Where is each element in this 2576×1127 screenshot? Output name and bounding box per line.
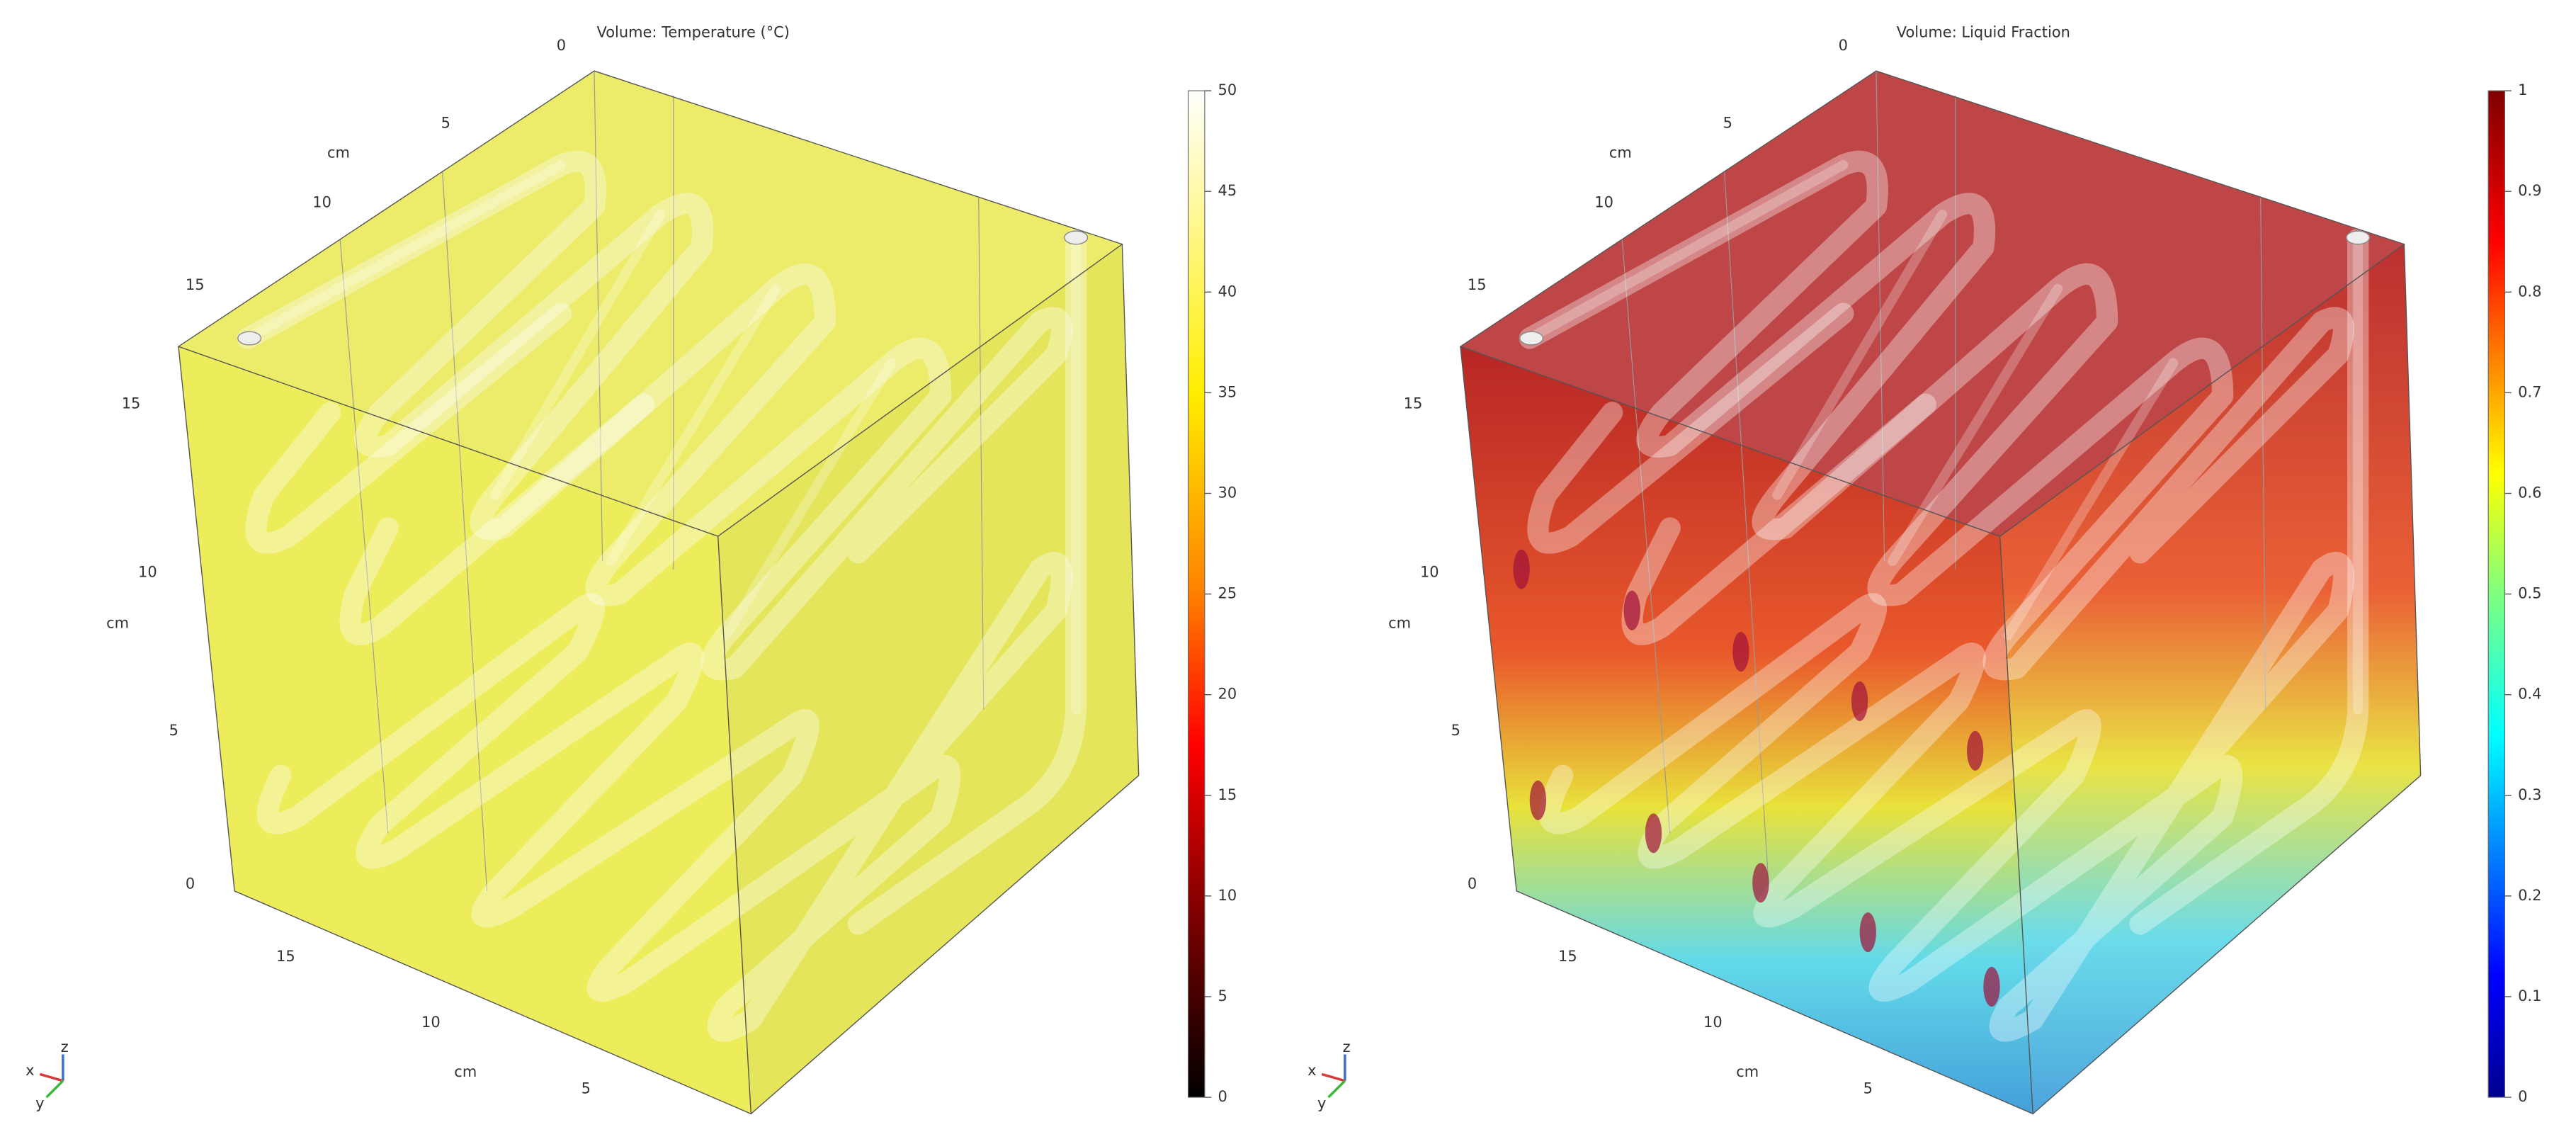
colorbar-tick-label: 0.5 xyxy=(2518,585,2541,602)
colorbar-tick-label: 45 xyxy=(1218,182,1237,199)
axis-tick-label: 15 xyxy=(122,395,141,412)
colorbar-tick-label: 0.3 xyxy=(2518,786,2541,803)
axis-tick-label: 15 xyxy=(186,276,205,293)
colorbar-tick-label: 10 xyxy=(1218,887,1237,904)
axis-tick-label: 10 xyxy=(1703,1014,1723,1031)
pipe-outlet xyxy=(2346,230,2371,245)
axis-tick-label: 5 xyxy=(441,115,450,132)
melt-spots xyxy=(1513,549,2000,1007)
axis-tick-label: 10 xyxy=(1594,194,1613,211)
triad-axis xyxy=(1321,1072,1346,1082)
triad-label: z xyxy=(1343,1038,1351,1055)
triad-axis xyxy=(1327,1080,1346,1099)
axis-tick-label: 0 xyxy=(186,876,195,893)
colorbar-tick-label: 50 xyxy=(1218,81,1237,98)
colorbar-tick-label: 1 xyxy=(2518,81,2527,98)
pipe-inlet xyxy=(237,331,262,346)
colorbar-tick-label: 0.8 xyxy=(2518,283,2541,300)
axis-tick-label: 0 xyxy=(557,37,566,54)
colorbar xyxy=(1187,90,1205,1098)
axis-tick-label: 15 xyxy=(1558,948,1577,965)
axis-tick-label: 10 xyxy=(1420,563,1439,580)
liquid-fraction-panel: Volume: Liquid Fraction 0 0.1 0.2 0.3 0.4 0.5 0… xyxy=(1307,24,2541,1115)
colorbar-tick-label: 15 xyxy=(1218,786,1237,803)
axis-unit: cm xyxy=(327,145,350,162)
colorbar-tick-label: 5 xyxy=(1218,987,1227,1004)
triad-label: z xyxy=(61,1038,69,1055)
colorbar-tick-label: 30 xyxy=(1218,484,1237,501)
axis-tick-label: 5 xyxy=(581,1080,591,1097)
triad-label: y xyxy=(35,1094,44,1111)
temperature-panel: Volume: Temperature (°C) 0 5 10 15 20 25 30 35 40… xyxy=(25,24,1237,1115)
colorbar xyxy=(2487,90,2506,1098)
axis-tick-label: 0 xyxy=(1839,37,1848,54)
axis-tick-label: 0 xyxy=(1468,876,1477,893)
triad-label: x xyxy=(25,1062,34,1079)
axis-tick-label: 15 xyxy=(276,948,295,965)
panel-title: Volume: Liquid Fraction xyxy=(1897,24,2070,41)
axis-unit: cm xyxy=(1736,1063,1759,1080)
pipe-inlet xyxy=(1519,331,1544,346)
axis-tick-label: 15 xyxy=(1404,395,1423,412)
axis-unit: cm xyxy=(454,1063,477,1080)
axis-unit: cm xyxy=(1609,145,1632,162)
cube-front-face xyxy=(1460,346,2033,1114)
colorbar-tick-label: 0 xyxy=(2518,1088,2527,1105)
pipe-outlet xyxy=(1064,230,1089,245)
colorbar-tick-label: 0.9 xyxy=(2518,182,2541,199)
axis-unit: cm xyxy=(1388,615,1411,632)
colorbar-tick-label: 0.1 xyxy=(2518,987,2541,1004)
colorbar-tick-label: 35 xyxy=(1218,383,1237,400)
colorbar-tick-label: 0.2 xyxy=(2518,887,2541,904)
triad-axis xyxy=(39,1072,64,1082)
colorbar-tick-label: 0.6 xyxy=(2518,484,2541,501)
colorbar-tick-label: 20 xyxy=(1218,686,1237,703)
triad-axis xyxy=(45,1080,64,1099)
axis-tick-label: 5 xyxy=(1451,722,1460,739)
cube-edges xyxy=(1459,70,2422,1115)
axis-tick-label: 10 xyxy=(312,194,331,211)
axis-tick-label: 10 xyxy=(421,1014,441,1031)
colorbar-tick-label: 0 xyxy=(1218,1088,1227,1105)
axis-tick-label: 15 xyxy=(1468,276,1487,293)
cube-front-face xyxy=(178,346,751,1114)
axis-tick-label: 5 xyxy=(1723,115,1732,132)
axis-tick-label: 10 xyxy=(138,563,157,580)
cube-edges xyxy=(177,70,1140,1115)
colorbar-tick-label: 25 xyxy=(1218,585,1237,602)
axis-tick-label: 5 xyxy=(1863,1080,1873,1097)
colorbar-tick-label: 0.7 xyxy=(2518,383,2541,400)
colorbar-tick-label: 40 xyxy=(1218,283,1237,300)
axis-unit: cm xyxy=(106,615,129,632)
triad-label: x xyxy=(1307,1062,1316,1079)
colorbar-tick-label: 0.4 xyxy=(2518,686,2541,703)
panel-title: Volume: Temperature (°C) xyxy=(596,24,790,41)
axis-tick-label: 5 xyxy=(169,722,178,739)
triad-label: y xyxy=(1317,1094,1326,1111)
